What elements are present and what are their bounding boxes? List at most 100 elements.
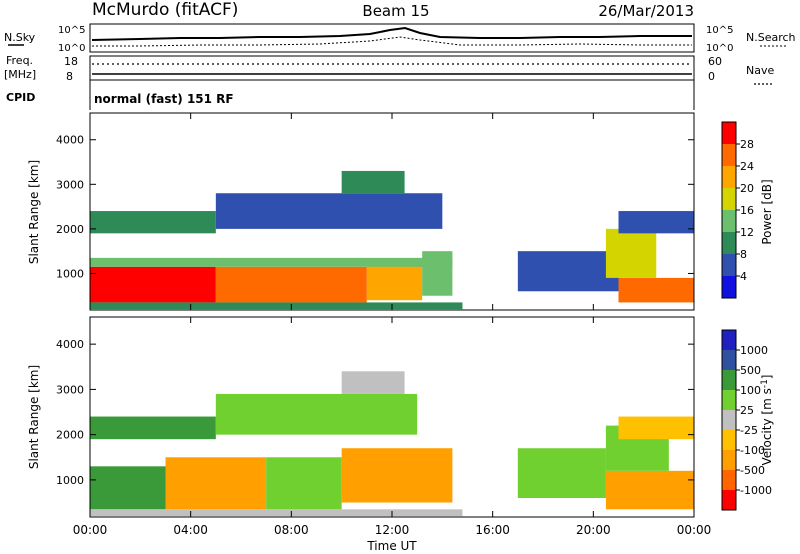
nave-tick-low: 0 [708, 70, 715, 83]
power-cell [517, 251, 619, 292]
power-ylabel: Slant Range [km] [27, 160, 41, 264]
x-axis-label: Time UT [366, 539, 417, 553]
power-colorbar-band [722, 144, 736, 166]
power-cell [90, 257, 453, 267]
freq-unit: [MHz] [4, 68, 36, 81]
velocity-colorbar-tick: 100 [740, 384, 761, 397]
velocity-cell [605, 470, 694, 510]
velocity-cell [90, 466, 166, 510]
freq-label: Freq. [6, 54, 33, 67]
velocity-cell [517, 448, 606, 498]
power-colorbar-band [722, 210, 736, 232]
station-title: McMurdo (fitACF) [92, 0, 238, 20]
power-colorbar: 4 8 12 16 20 24 28 [721, 121, 754, 299]
velocity-colorbar-band [722, 450, 736, 470]
power-colorbar-band [722, 254, 736, 276]
power-colorbar-band [722, 276, 736, 298]
velocity-colorbar-band [722, 350, 736, 370]
velocity-colorbar-tick: -500 [740, 464, 765, 477]
power-heatmap-cells [90, 170, 694, 310]
nsearch-tick-low: 10^0 [706, 43, 733, 54]
nsearch-line [92, 36, 692, 47]
velocity-colorbar-tick: -100 [740, 444, 765, 457]
power-colorbar-tick: 12 [740, 226, 754, 239]
velocity-colorbar-band [722, 470, 736, 490]
velocity-xtick-label: 16:00 [475, 523, 510, 537]
date-title: 26/Mar/2013 [598, 2, 694, 20]
velocity-colorbar-tick: -25 [740, 424, 758, 437]
power-cell [215, 266, 367, 303]
nsky-panel: N.Sky 10^5 10^0 10^5 10^0 N.Search [4, 23, 796, 54]
power-colorbar-band [722, 122, 736, 144]
nsky-line [91, 26, 692, 41]
power-cell [90, 302, 463, 310]
velocity-ytick-label: 2000 [56, 429, 84, 442]
velocity-cell [618, 416, 694, 440]
nave-tick-high: 60 [708, 55, 722, 68]
nsky-tick-low: 10^0 [58, 43, 85, 54]
velocity-colorbar-band [722, 430, 736, 450]
power-cell [605, 228, 657, 278]
power-colorbar-tick: 4 [740, 270, 747, 283]
velocity-colorbar-tick: 25 [740, 404, 754, 417]
velocity-xtick-label: 00:00 [677, 523, 712, 537]
velocity-xtick-label: 08:00 [274, 523, 309, 537]
velocity-cell [266, 457, 342, 510]
nsky-label: N.Sky [4, 31, 36, 44]
power-panel: 1000 2000 3000 4000 Slant Range [km] 4 8 12 16… [27, 112, 774, 311]
power-colorbar-tick: 24 [740, 160, 754, 173]
freq-panel: Freq. [MHz] 18 8 60 0 Nave [4, 54, 774, 85]
velocity-cell [215, 393, 418, 435]
cpid-panel: CPID normal (fast) 151 RF [6, 80, 695, 110]
velocity-cell [341, 448, 453, 503]
velocity-panel: 1000 2000 3000 4000 00:00 04:00 08:00 12:00 16:0… [27, 316, 774, 553]
velocity-colorbar: -1000 -500 -100 -25 25 100 500 1000 [721, 329, 772, 511]
nsky-tick-high: 10^5 [58, 25, 85, 36]
nsearch-label: N.Search [746, 31, 796, 44]
cpid-label: CPID [6, 91, 35, 104]
velocity-xtick-label: 20:00 [576, 523, 611, 537]
nsearch-tick-high: 10^5 [706, 25, 733, 36]
power-cell [90, 211, 216, 234]
power-ytick-label: 2000 [56, 223, 84, 236]
velocity-colorbar-band [722, 330, 736, 350]
velocity-ytick-label: 3000 [56, 383, 84, 396]
velocity-cell [341, 371, 405, 394]
power-colorbar-band [722, 232, 736, 254]
power-colorbar-label: Power [dB] [760, 179, 774, 244]
power-colorbar-tick: 20 [740, 182, 754, 195]
velocity-colorbar-tick: 1000 [740, 344, 768, 357]
velocity-colorbar-tick: -1000 [740, 484, 772, 497]
velocity-colorbar-band [722, 490, 736, 510]
velocity-heatmap-cells [90, 371, 694, 517]
velocity-cell [165, 457, 267, 510]
velocity-xtick-label: 12:00 [375, 523, 410, 537]
power-cell [618, 211, 694, 234]
power-cell [341, 170, 405, 194]
velocity-colorbar-band [722, 410, 736, 430]
velocity-ytick-label: 4000 [56, 338, 84, 351]
velocity-colorbar-tick: 500 [740, 364, 761, 377]
velocity-colorbar-band [722, 370, 736, 390]
velocity-colorbar-label: Velocity [m s-1] [760, 375, 774, 466]
power-ytick-label: 4000 [56, 134, 84, 147]
velocity-ytick-label: 1000 [56, 474, 84, 487]
velocity-cell [90, 416, 216, 440]
power-ytick-label: 3000 [56, 178, 84, 191]
cpid-text: normal (fast) 151 RF [94, 92, 234, 106]
velocity-cell [90, 509, 463, 517]
velocity-ylabel: Slant Range [km] [27, 365, 41, 469]
velocity-xtick-label: 04:00 [173, 523, 208, 537]
nave-label: Nave [746, 64, 774, 77]
power-colorbar-tick: 28 [740, 138, 754, 151]
power-colorbar-tick: 16 [740, 204, 754, 217]
velocity-colorbar-band [722, 390, 736, 410]
power-ytick-label: 1000 [56, 267, 84, 280]
freq-tick-high: 18 [64, 55, 78, 68]
freq-tick-low: 8 [66, 70, 73, 83]
velocity-xtick-label: 00:00 [73, 523, 108, 537]
power-cell [618, 277, 694, 303]
power-colorbar-band [722, 188, 736, 210]
power-cell [215, 193, 443, 229]
